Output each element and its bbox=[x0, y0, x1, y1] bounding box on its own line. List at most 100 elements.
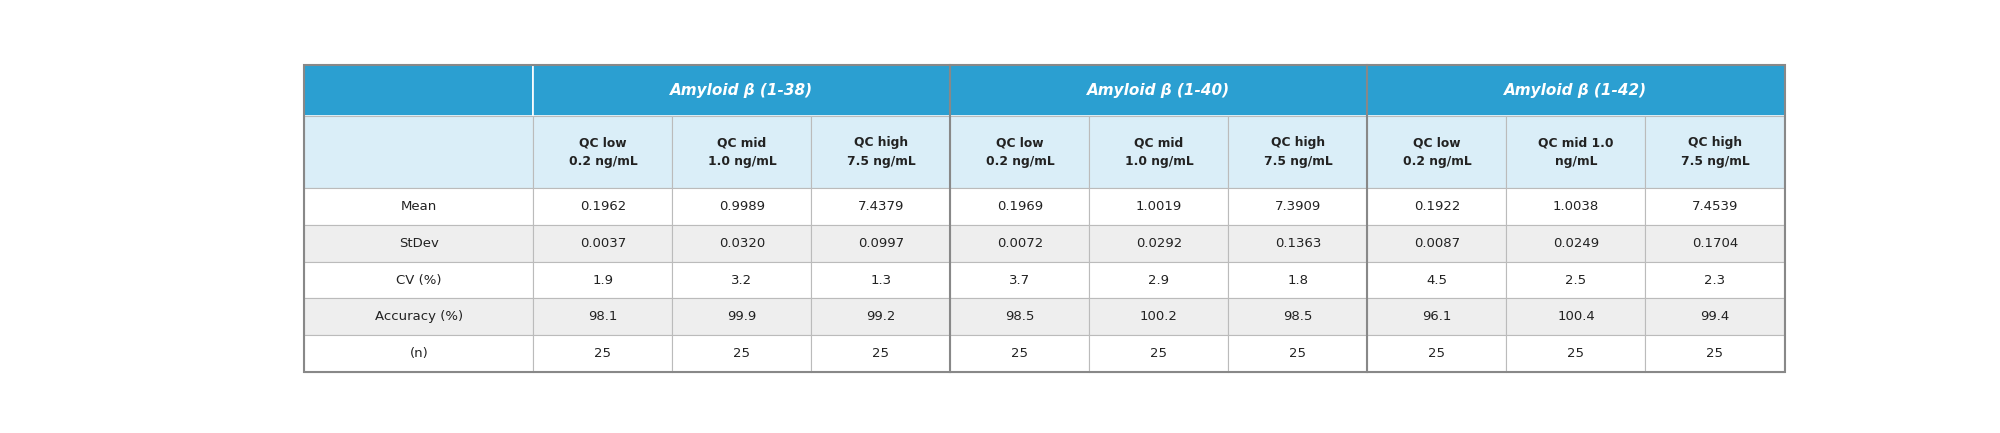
Text: 25: 25 bbox=[1706, 347, 1724, 360]
Text: QC mid 1.0
ng/mL: QC mid 1.0 ng/mL bbox=[1538, 136, 1614, 168]
Text: Amyloid β (1-42): Amyloid β (1-42) bbox=[1504, 83, 1648, 98]
Bar bbox=[672, 188, 812, 225]
Text: 0.1363: 0.1363 bbox=[1274, 237, 1322, 250]
Bar bbox=[534, 116, 672, 188]
Text: 25: 25 bbox=[1012, 347, 1028, 360]
Bar bbox=[812, 188, 950, 225]
Text: QC high
7.5 ng/mL: QC high 7.5 ng/mL bbox=[1680, 136, 1750, 168]
Bar bbox=[1368, 335, 1506, 372]
Text: QC mid
1.0 ng/mL: QC mid 1.0 ng/mL bbox=[1124, 136, 1194, 168]
Bar bbox=[812, 225, 950, 262]
Text: 3.7: 3.7 bbox=[1010, 274, 1030, 287]
Text: QC low
0.2 ng/mL: QC low 0.2 ng/mL bbox=[568, 136, 638, 168]
Bar bbox=[1506, 116, 1646, 188]
Bar bbox=[1368, 298, 1506, 335]
Text: CV (%): CV (%) bbox=[396, 274, 442, 287]
Text: 0.0997: 0.0997 bbox=[858, 237, 904, 250]
Text: QC mid
1.0 ng/mL: QC mid 1.0 ng/mL bbox=[708, 136, 776, 168]
Text: 0.0087: 0.0087 bbox=[1414, 237, 1460, 250]
Text: 96.1: 96.1 bbox=[1422, 310, 1452, 323]
Bar bbox=[1368, 188, 1506, 225]
Text: 2.9: 2.9 bbox=[1148, 274, 1170, 287]
Text: 25: 25 bbox=[1568, 347, 1584, 360]
Bar bbox=[1228, 225, 1368, 262]
Text: 100.2: 100.2 bbox=[1140, 310, 1178, 323]
Bar bbox=[1506, 225, 1646, 262]
Text: 1.0038: 1.0038 bbox=[1552, 200, 1600, 213]
Bar bbox=[672, 262, 812, 298]
Bar bbox=[950, 262, 1090, 298]
Text: 25: 25 bbox=[594, 347, 612, 360]
Bar bbox=[534, 65, 950, 116]
Text: 7.3909: 7.3909 bbox=[1274, 200, 1322, 213]
Bar bbox=[304, 262, 534, 298]
Bar bbox=[1646, 298, 1784, 335]
Text: 99.4: 99.4 bbox=[1700, 310, 1730, 323]
Text: 25: 25 bbox=[1290, 347, 1306, 360]
Text: Amyloid β (1-38): Amyloid β (1-38) bbox=[670, 83, 814, 98]
Bar bbox=[304, 116, 534, 188]
Text: 0.0320: 0.0320 bbox=[718, 237, 766, 250]
Bar bbox=[534, 225, 672, 262]
Bar bbox=[1368, 225, 1506, 262]
Text: 99.9: 99.9 bbox=[728, 310, 756, 323]
Text: Mean: Mean bbox=[400, 200, 436, 213]
Bar bbox=[1506, 262, 1646, 298]
Text: 2.3: 2.3 bbox=[1704, 274, 1726, 287]
Bar bbox=[534, 335, 672, 372]
Bar bbox=[1646, 225, 1784, 262]
Text: QC high
7.5 ng/mL: QC high 7.5 ng/mL bbox=[1264, 136, 1332, 168]
Text: 25: 25 bbox=[734, 347, 750, 360]
Bar bbox=[950, 225, 1090, 262]
Bar bbox=[1228, 262, 1368, 298]
Bar bbox=[812, 262, 950, 298]
Bar bbox=[1228, 298, 1368, 335]
Bar bbox=[534, 262, 672, 298]
Bar bbox=[1368, 116, 1506, 188]
Bar bbox=[534, 188, 672, 225]
Bar bbox=[950, 335, 1090, 372]
Text: 0.0037: 0.0037 bbox=[580, 237, 626, 250]
Bar bbox=[1090, 335, 1228, 372]
Bar bbox=[950, 116, 1090, 188]
Text: 25: 25 bbox=[1150, 347, 1168, 360]
Text: 98.5: 98.5 bbox=[1284, 310, 1312, 323]
Text: 0.1704: 0.1704 bbox=[1692, 237, 1738, 250]
Text: 98.5: 98.5 bbox=[1006, 310, 1034, 323]
Text: 0.0292: 0.0292 bbox=[1136, 237, 1182, 250]
Text: 99.2: 99.2 bbox=[866, 310, 896, 323]
Bar bbox=[672, 116, 812, 188]
Bar bbox=[1646, 335, 1784, 372]
Bar bbox=[304, 188, 534, 225]
Bar bbox=[1228, 116, 1368, 188]
Bar bbox=[1090, 116, 1228, 188]
Bar bbox=[1368, 65, 1784, 116]
Bar bbox=[1090, 262, 1228, 298]
Bar bbox=[812, 298, 950, 335]
Bar bbox=[672, 298, 812, 335]
Text: 1.0019: 1.0019 bbox=[1136, 200, 1182, 213]
Text: 0.9989: 0.9989 bbox=[718, 200, 764, 213]
Text: 7.4539: 7.4539 bbox=[1692, 200, 1738, 213]
Bar bbox=[812, 335, 950, 372]
Text: StDev: StDev bbox=[398, 237, 438, 250]
Text: 0.1969: 0.1969 bbox=[996, 200, 1044, 213]
Bar bbox=[672, 225, 812, 262]
Bar bbox=[950, 298, 1090, 335]
Bar bbox=[1090, 225, 1228, 262]
Text: 1.8: 1.8 bbox=[1288, 274, 1308, 287]
Text: 25: 25 bbox=[872, 347, 890, 360]
Bar bbox=[1646, 116, 1784, 188]
Bar bbox=[1506, 335, 1646, 372]
Text: 0.0249: 0.0249 bbox=[1552, 237, 1600, 250]
Text: 0.1962: 0.1962 bbox=[580, 200, 626, 213]
Text: 98.1: 98.1 bbox=[588, 310, 618, 323]
Text: Amyloid β (1-40): Amyloid β (1-40) bbox=[1088, 83, 1230, 98]
Text: 0.0072: 0.0072 bbox=[996, 237, 1044, 250]
Bar bbox=[1646, 262, 1784, 298]
Bar bbox=[304, 335, 534, 372]
Bar bbox=[950, 188, 1090, 225]
Text: 4.5: 4.5 bbox=[1426, 274, 1448, 287]
Bar bbox=[304, 225, 534, 262]
Bar bbox=[1646, 188, 1784, 225]
